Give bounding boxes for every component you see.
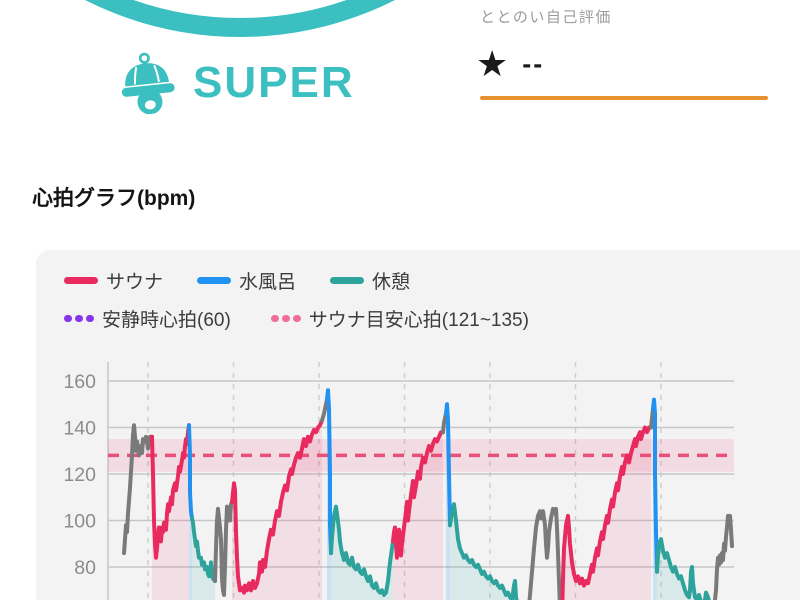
heart-rate-chart-canvas: 160 140 120 100 80 xyxy=(63,362,734,600)
legend-label: サウナ xyxy=(106,272,164,293)
rating-field[interactable]: ★ -- xyxy=(476,46,544,82)
legend-item-target-hr: サウナ目安心拍(121~135) xyxy=(270,305,529,332)
legend-item-sauna: サウナ xyxy=(64,267,163,294)
coldbath-line-swatch xyxy=(197,277,232,284)
heart-rate-chart: 160 140 120 100 80 xyxy=(36,350,800,600)
svg-text:80: 80 xyxy=(74,557,96,579)
rating-label: ととのい自己評価 xyxy=(480,9,612,26)
rating-underline xyxy=(480,96,768,100)
legend-label: 水風呂 xyxy=(239,272,297,293)
svg-text:120: 120 xyxy=(63,464,96,486)
sauna-line-swatch xyxy=(64,277,98,284)
heart-rate-chart-card: サウナ 水風呂 休憩 安静時心拍(60) サウナ目安心拍(121~135) 16… xyxy=(36,250,800,600)
rest-line-swatch xyxy=(330,277,365,284)
chart-legend-row-2: 安静時心拍(60) サウナ目安心拍(121~135) xyxy=(64,305,529,332)
rating-value: -- xyxy=(522,48,545,79)
svg-text:100: 100 xyxy=(63,511,96,533)
page-title: 心拍グラフ(bpm) xyxy=(32,187,196,210)
svg-text:140: 140 xyxy=(63,418,96,440)
legend-label: 休憩 xyxy=(372,272,411,293)
legend-label: 安静時心拍(60) xyxy=(102,310,231,331)
legend-item-rest: 休憩 xyxy=(330,267,410,294)
badge-label: SUPER xyxy=(193,58,355,107)
star-icon: ★ xyxy=(476,43,509,84)
legend-label: サウナ目安心拍(121~135) xyxy=(308,310,529,331)
legend-item-resting-hr: 安静時心拍(60) xyxy=(64,305,231,332)
hero-ring-arc xyxy=(85,0,395,37)
svg-text:160: 160 xyxy=(63,371,96,393)
target-hr-dotted-swatch xyxy=(270,315,301,322)
resting-hr-dotted-swatch xyxy=(64,315,94,322)
chart-legend-row-1: サウナ 水風呂 休憩 xyxy=(64,267,410,294)
sauna-hat-icon xyxy=(121,52,175,115)
legend-item-coldbath: 水風呂 xyxy=(197,267,296,294)
